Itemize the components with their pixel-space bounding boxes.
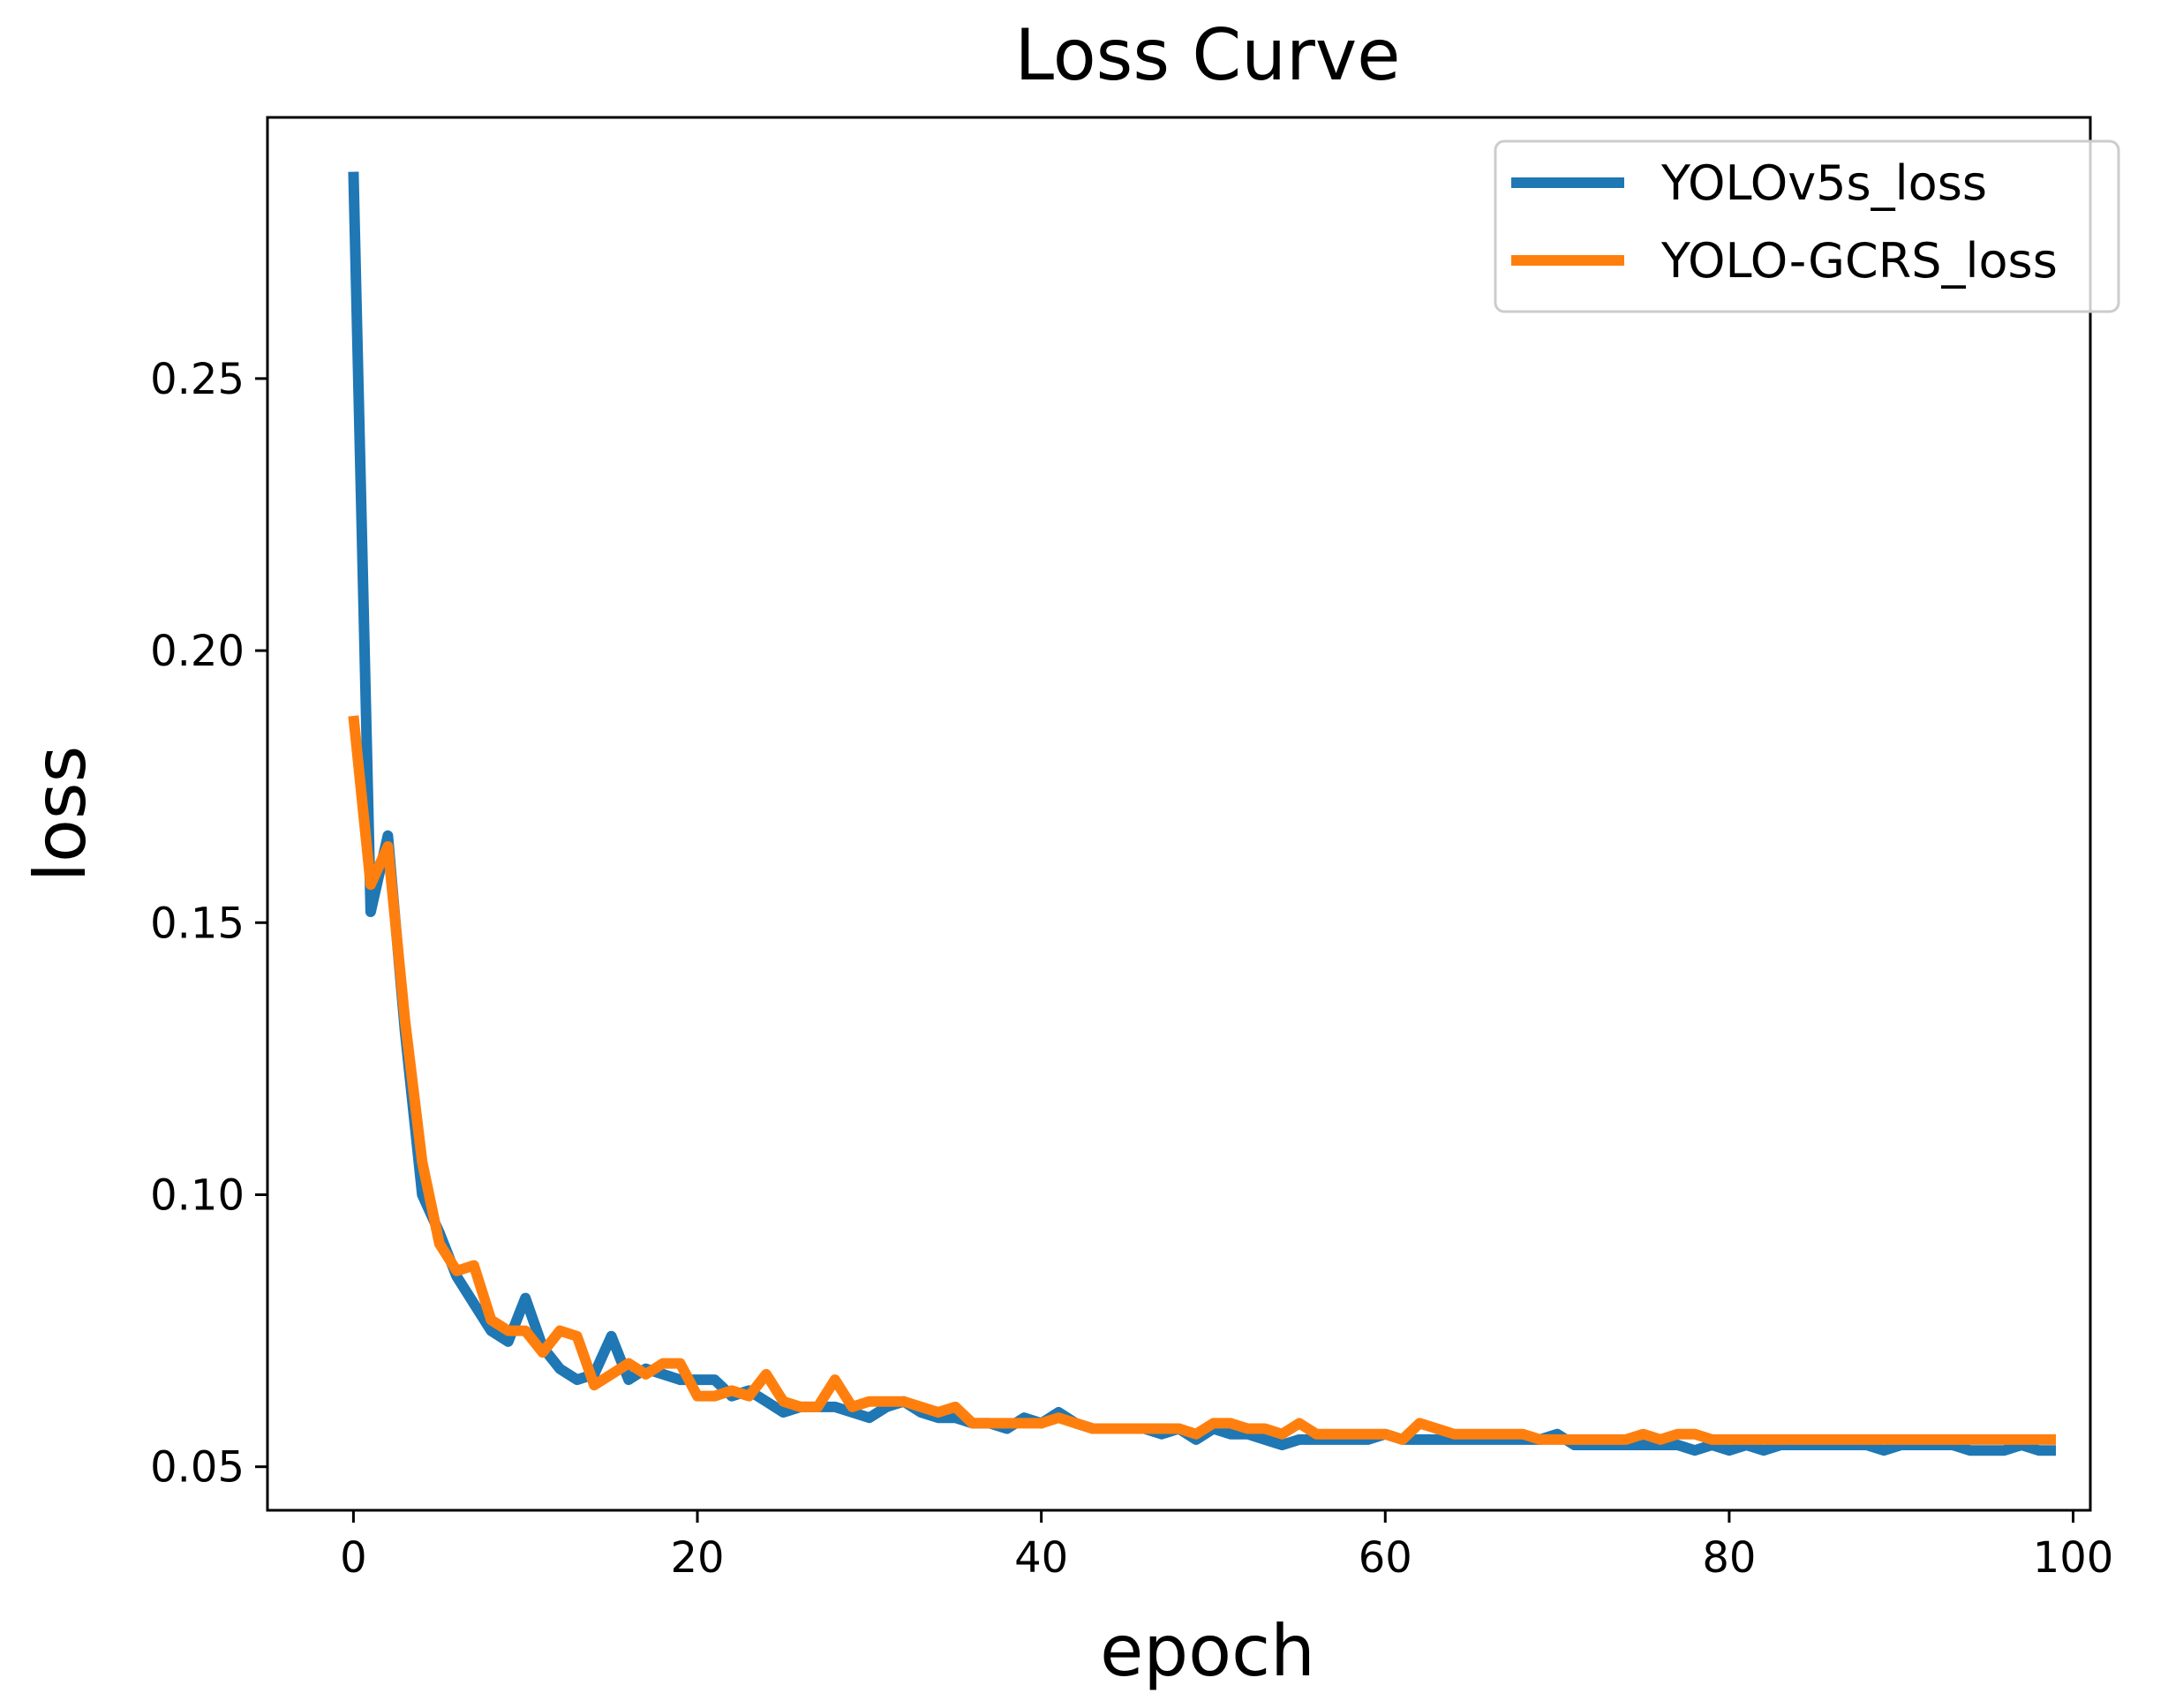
y-tick-label: 0.10 <box>150 1170 245 1220</box>
series-line-yolo-gcrs-loss <box>348 715 2056 1445</box>
x-tick-label: 60 <box>1359 1533 1412 1583</box>
x-axis-title: epoch <box>1100 1610 1315 1692</box>
legend[interactable]: YOLOv5s_loss YOLO-GCRS_loss <box>1494 139 2120 313</box>
x-tick-label: 80 <box>1702 1533 1756 1583</box>
plot-area <box>348 171 2056 1456</box>
axes-frame <box>266 116 2092 1512</box>
y-axis-title: loss <box>19 746 102 883</box>
y-tick-label: 0.05 <box>150 1443 245 1493</box>
legend-label-yolo-gcrs: YOLO-GCRS_loss <box>1660 233 2058 289</box>
legend-label-yolov5s: YOLOv5s_loss <box>1660 155 1987 211</box>
x-tick-label: 40 <box>1014 1533 1068 1583</box>
x-axis-ticks: 0 20 40 60 80 100 <box>340 1510 2113 1583</box>
legend-box <box>1494 139 2120 313</box>
y-tick-label: 0.20 <box>150 627 245 676</box>
y-tick-label: 0.15 <box>150 899 245 948</box>
x-tick-label: 0 <box>340 1533 367 1583</box>
y-axis-ticks: 0.05 0.10 0.15 0.20 0.25 <box>150 355 267 1493</box>
chart-title: Loss Curve <box>1015 14 1401 96</box>
x-tick-label: 20 <box>670 1533 724 1583</box>
y-tick-label: 0.25 <box>150 355 245 404</box>
x-tick-label: 100 <box>2033 1533 2114 1583</box>
